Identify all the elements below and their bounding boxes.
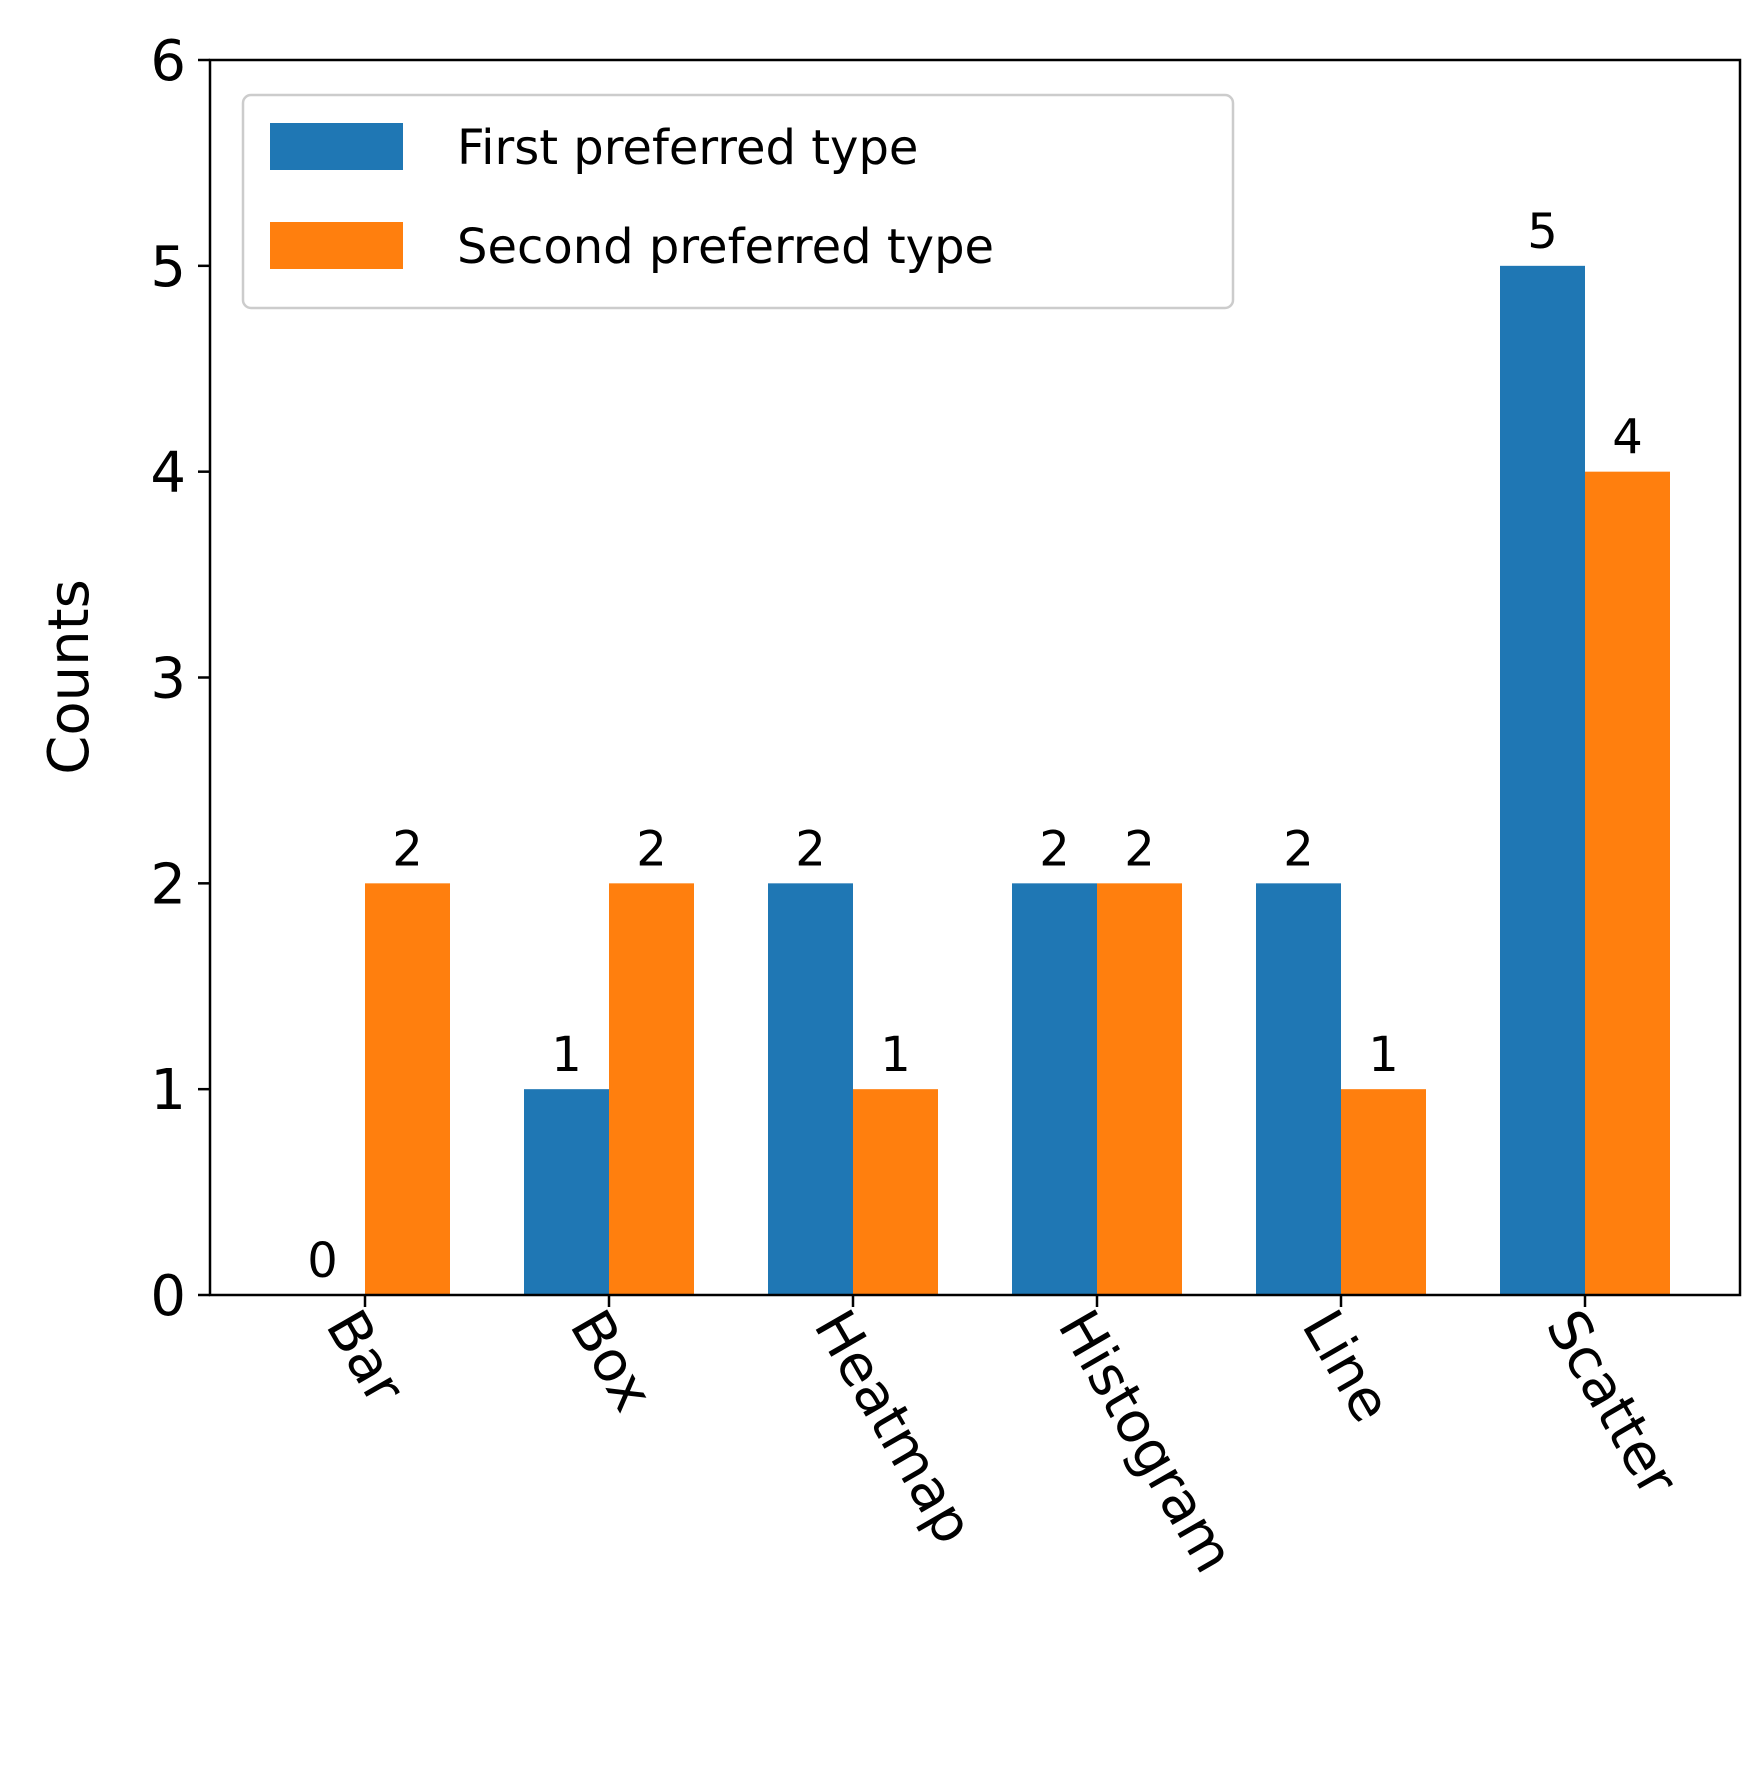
bar-box-series-1	[524, 1089, 609, 1295]
y-axis: 0 1 2 3 4 5 6	[150, 29, 210, 1329]
bar-value-label: 1	[880, 1027, 911, 1083]
bar-value-label: 2	[1124, 821, 1155, 877]
bar-value-label: 2	[795, 821, 826, 877]
bar-value-label: 2	[1283, 821, 1314, 877]
legend-label: First preferred type	[457, 120, 918, 176]
x-axis: Bar Box Heatmap Histogram Line Scatter	[313, 1295, 1691, 1584]
x-tick-label: Bar	[313, 1300, 418, 1416]
y-tick-label: 0	[150, 1264, 186, 1329]
bar-box-series-2	[609, 883, 694, 1295]
bar-heatmap-series-1	[768, 883, 853, 1295]
legend-swatch	[270, 123, 403, 170]
y-tick-label: 6	[150, 29, 186, 94]
x-tick-label: Box	[557, 1300, 665, 1423]
bar-value-label: 4	[1612, 410, 1643, 466]
y-tick-label: 2	[150, 852, 186, 917]
legend: First preferred type Second preferred typ…	[241, 93, 1235, 310]
legend-box	[241, 93, 1235, 310]
x-tick-label: Line	[1289, 1300, 1404, 1434]
bar-histogram-series-2	[1097, 883, 1182, 1295]
legend-label: Second preferred type	[457, 219, 994, 275]
bar-histogram-series-1	[1012, 883, 1097, 1295]
y-tick-label: 3	[150, 647, 186, 712]
legend-swatch	[270, 222, 403, 269]
bar-value-label: 2	[1039, 821, 1070, 877]
bar-value-label: 1	[551, 1027, 582, 1083]
bar-value-label: 2	[636, 821, 667, 877]
bar-value-label: 1	[1368, 1027, 1399, 1083]
bar-scatter-series-2	[1585, 471, 1670, 1296]
bar-value-label: 0	[307, 1233, 338, 1289]
bars-layer	[365, 265, 1670, 1296]
y-tick-label: 5	[150, 235, 186, 300]
y-tick-label: 4	[150, 441, 186, 506]
x-tick-label: Histogram	[1045, 1300, 1247, 1584]
y-tick-label: 1	[150, 1058, 186, 1123]
bar-line-series-1	[1256, 883, 1341, 1295]
bar-value-label: 5	[1527, 204, 1558, 260]
bar-bar-series-2	[365, 883, 450, 1295]
bar-heatmap-series-2	[853, 1089, 938, 1295]
bar-scatter-series-1	[1500, 265, 1585, 1295]
bar-line-series-2	[1341, 1089, 1426, 1295]
x-tick-label: Scatter	[1533, 1300, 1691, 1508]
y-axis-label: Counts	[37, 579, 102, 774]
bar-value-label: 2	[392, 821, 423, 877]
x-tick-label: Heatmap	[801, 1300, 986, 1555]
